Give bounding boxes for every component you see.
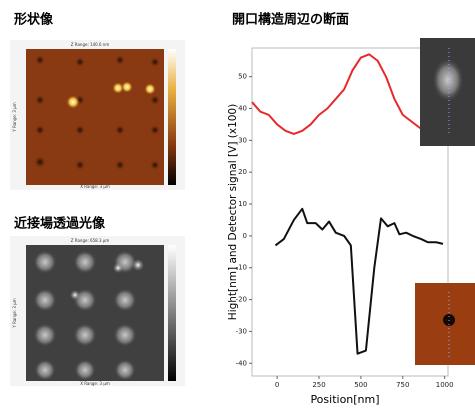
x-range: X Range: 3 µm <box>80 184 110 189</box>
y-range: Y Range: 3 µm <box>12 102 17 132</box>
y-range: Y Range: 3 µm <box>12 298 17 328</box>
y-tick-label: -20 <box>236 296 247 304</box>
series-line <box>252 54 445 134</box>
x-axis-label: Position[nm] <box>310 393 379 406</box>
z-range: Z Range: 658.3 µm <box>71 238 110 243</box>
y-tick-label: -10 <box>236 264 247 272</box>
inset-nearfield <box>420 38 475 146</box>
y-tick-label: 30 <box>238 136 247 144</box>
x-tick-label: 1000 <box>436 381 454 389</box>
x-tick-label: 0 <box>275 381 279 389</box>
y-tick-label: 50 <box>238 73 247 81</box>
x-range: X Range: 3 µm <box>80 381 110 386</box>
y-tick-label: 10 <box>238 200 247 208</box>
x-tick-label: 250 <box>312 381 325 389</box>
colorbar <box>168 49 176 185</box>
panel-topography: 形状像 Z Range: 140.6 nm X Range: 3 µm Y Ra… <box>10 12 185 191</box>
y-tick-label: -40 <box>236 359 247 367</box>
inset-topography <box>415 283 475 365</box>
figure: 形状像 Z Range: 140.6 nm X Range: 3 µm Y Ra… <box>0 0 475 408</box>
panel-nearfield: 近接場透過光像 Z Range: 658.3 µm X Range: 3 µm … <box>10 216 185 387</box>
y-tick-label: 0 <box>243 232 247 240</box>
y-tick-label: 20 <box>238 168 247 176</box>
y-tick-label: 40 <box>238 105 247 113</box>
colorbar <box>168 245 176 381</box>
chart-title: 開口構造周辺の断面 <box>232 12 349 28</box>
panel-title: 形状像 <box>14 12 54 28</box>
y-tick-label: -30 <box>236 327 247 335</box>
x-tick-label: 750 <box>396 381 409 389</box>
x-tick-label: 500 <box>354 381 367 389</box>
panel-title: 近接場透過光像 <box>14 216 106 232</box>
topography-image <box>26 49 164 185</box>
z-range: Z Range: 140.6 nm <box>71 42 110 47</box>
